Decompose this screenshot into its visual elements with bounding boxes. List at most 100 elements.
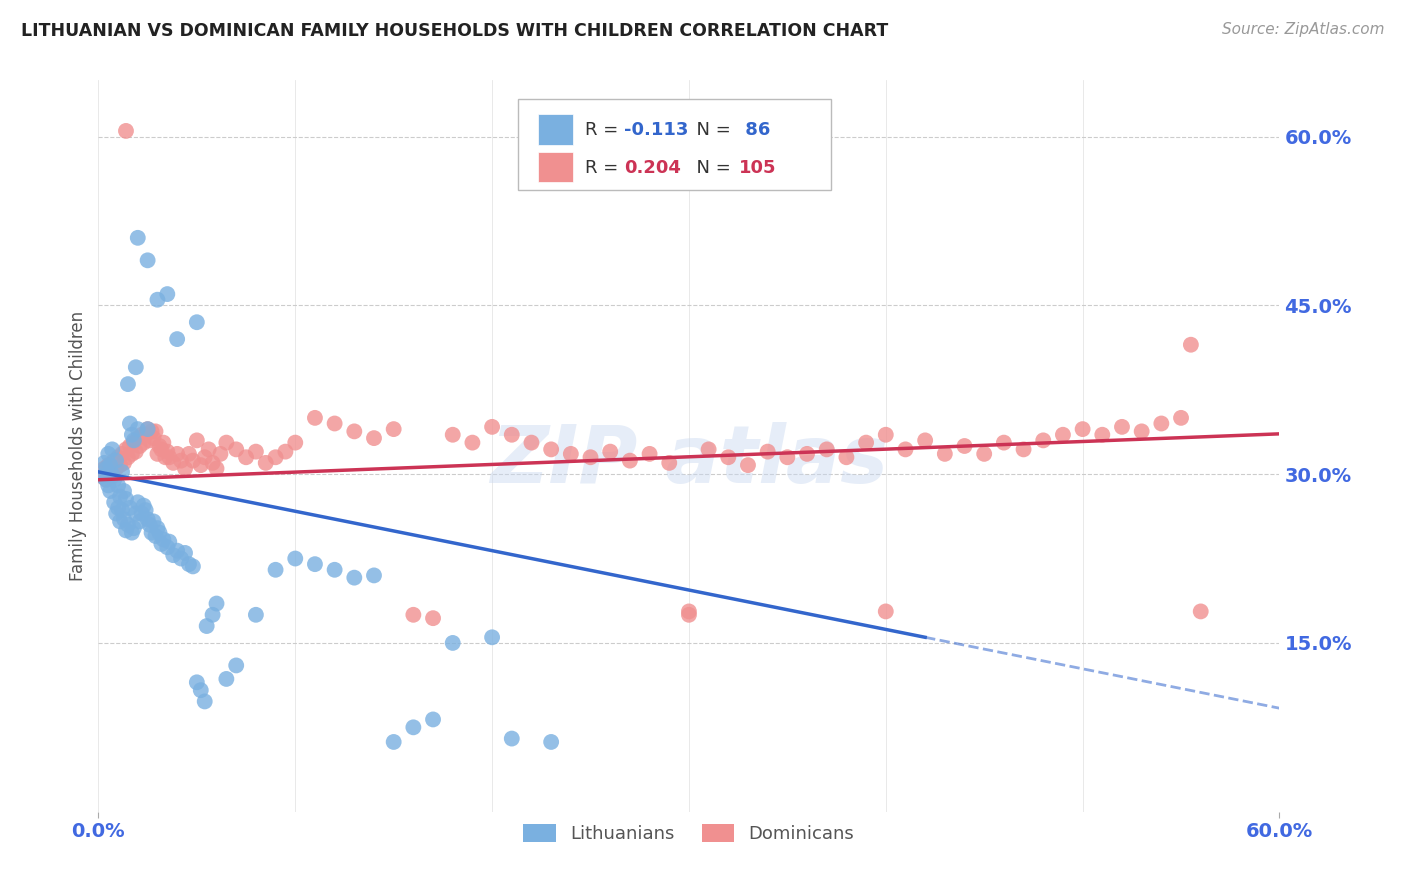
Point [107,450,129,465]
Point [209,447,232,461]
Point [112,483,135,498]
Point [402,607,425,622]
Point [181,559,204,574]
Point [382,422,405,436]
Text: 86: 86 [738,121,770,139]
Point [177,557,200,571]
Point [115,491,138,506]
Point [737,458,759,472]
Point [121,427,143,442]
Point [441,636,464,650]
Point [796,447,818,461]
Point [520,435,543,450]
Point [157,534,180,549]
Point [115,442,138,457]
Point [152,435,174,450]
Point [117,377,139,392]
Point [363,568,385,582]
Point [194,694,217,708]
Point [166,447,188,461]
Point [501,731,523,746]
Point [194,450,217,465]
Point [132,499,155,513]
Point [1111,420,1133,434]
Point [973,447,995,461]
Point [152,533,174,547]
Point [540,442,562,457]
Point [875,427,897,442]
Point [128,439,150,453]
Point [501,427,523,442]
Point [461,435,484,450]
Point [186,434,208,448]
Point [1091,427,1114,442]
Text: 0.204: 0.204 [624,159,681,177]
Point [127,231,149,245]
Point [118,439,141,453]
Point [155,450,177,465]
Point [174,461,197,475]
Point [197,442,219,457]
Point [112,512,135,526]
Point [96,461,118,475]
Point [245,607,267,622]
Point [875,604,897,618]
Point [162,456,184,470]
Point [481,630,503,644]
Point [101,442,124,457]
FancyBboxPatch shape [537,152,574,183]
Point [215,672,238,686]
Text: -0.113: -0.113 [624,121,689,139]
Point [422,713,444,727]
Point [118,417,141,431]
Point [225,442,247,457]
Point [136,512,159,526]
Point [205,461,228,475]
Point [135,427,157,442]
Point [235,450,257,465]
Point [717,450,740,465]
Point [284,435,307,450]
Text: Source: ZipAtlas.com: Source: ZipAtlas.com [1222,22,1385,37]
Point [98,458,121,472]
Point [146,521,169,535]
Point [166,543,188,558]
Text: 105: 105 [738,159,776,177]
Point [835,450,858,465]
Point [855,435,877,450]
Point [225,658,247,673]
Point [343,425,366,439]
Point [304,557,326,571]
Point [131,507,153,521]
Point [145,529,167,543]
Point [105,461,128,475]
Point [678,607,700,622]
Y-axis label: Family Households with Children: Family Households with Children [69,311,87,581]
Point [103,473,125,487]
Point [441,427,464,442]
Point [638,447,661,461]
Point [138,517,160,532]
Point [117,517,139,532]
Point [122,435,145,450]
Point [125,444,148,458]
Point [107,500,129,515]
Point [98,483,121,498]
Point [136,253,159,268]
FancyBboxPatch shape [517,99,831,190]
Point [1150,417,1173,431]
Point [103,495,125,509]
Text: ZIP atlas: ZIP atlas [489,422,889,500]
Point [121,525,143,540]
Point [934,447,956,461]
Point [108,490,131,504]
Point [101,469,124,483]
Point [205,597,228,611]
Point [1032,434,1054,448]
Point [138,434,160,448]
Point [146,293,169,307]
Point [101,467,124,482]
Point [678,604,700,618]
Point [1170,410,1192,425]
Point [142,431,165,445]
